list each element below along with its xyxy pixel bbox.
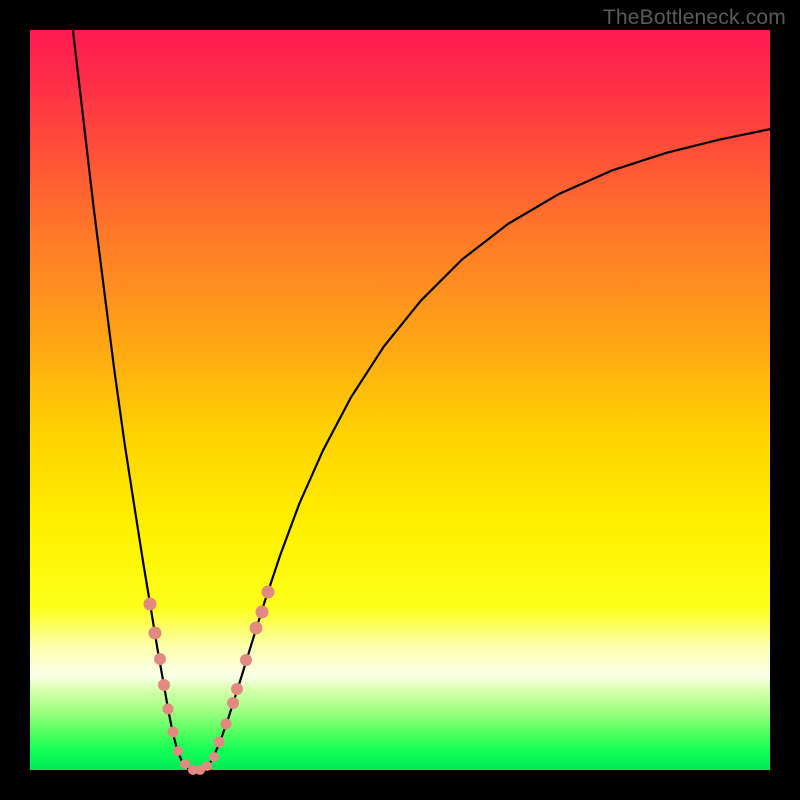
plot-area (30, 30, 770, 770)
chart-container: TheBottleneck.com (0, 0, 800, 800)
data-marker (202, 761, 212, 771)
data-marker (154, 653, 166, 665)
data-marker (209, 752, 219, 762)
data-marker (221, 719, 232, 730)
data-marker (167, 726, 178, 737)
data-marker (227, 697, 239, 709)
watermark-text: TheBottleneck.com (603, 6, 786, 30)
data-marker (149, 627, 162, 640)
data-marker (158, 679, 170, 691)
data-marker (262, 586, 275, 599)
data-marker (143, 597, 156, 610)
data-marker (214, 736, 225, 747)
data-marker (250, 621, 263, 634)
data-marker (231, 683, 243, 695)
data-marker (255, 605, 268, 618)
data-marker (240, 654, 252, 666)
data-marker (163, 704, 174, 715)
data-marker (173, 746, 183, 756)
marker-layer (30, 30, 770, 770)
